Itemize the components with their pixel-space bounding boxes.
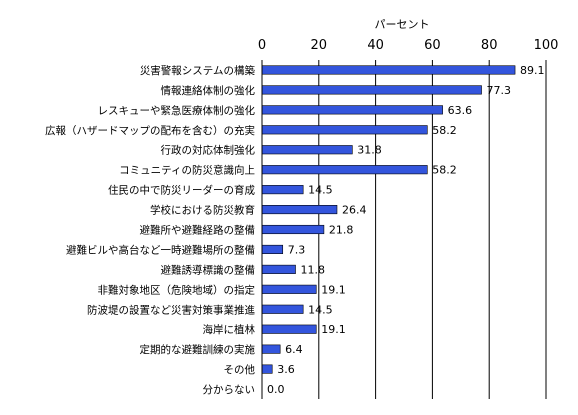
gridlines [318,60,547,399]
value-label: 19.1 [321,323,346,336]
value-label: 63.6 [448,104,473,117]
bar [261,205,338,215]
value-label: 11.8 [301,263,326,276]
value-label: 89.1 [520,64,545,77]
value-label: 31.8 [357,144,382,157]
category-label: 情報連絡体制の強化 [161,84,256,97]
bar [261,344,281,354]
bars [261,65,516,374]
bar [261,125,428,135]
category-label: 避難所や避難経路の整備 [140,224,256,237]
x-tick-label: 0 [258,38,266,53]
value-label: 3.6 [277,363,295,376]
x-tick-labels: 0 20 40 60 80 100 [258,38,559,53]
bar [261,105,443,115]
bar [261,364,273,374]
bar [261,165,428,175]
category-label: コミュニティの防災意識向上 [119,164,255,177]
category-label: その他 [224,363,256,376]
category-label: 災害警報システムの構築 [140,64,256,77]
bar [261,324,317,334]
bar [261,304,304,314]
bar [261,244,284,254]
category-label: 防波堤の設置など災害対策事業推進 [87,303,255,316]
bar [261,185,304,195]
category-label: 避難誘導標識の整備 [161,263,256,276]
value-label: 26.4 [342,204,367,217]
value-label: 21.8 [329,224,354,237]
category-label: 行政の対応体制強化 [161,144,256,157]
value-label: 58.2 [432,124,457,137]
bar [261,65,516,75]
axis-unit-label: パーセント [375,18,430,31]
x-tick-label: 40 [367,38,384,53]
bar [261,145,353,155]
bar [261,224,325,235]
value-label: 58.2 [432,164,457,177]
value-label: 7.3 [288,243,306,256]
bar [261,85,482,95]
value-label: 6.4 [285,343,303,356]
value-label: 77.3 [487,84,512,97]
value-label: 19.1 [321,283,346,296]
value-label: 14.5 [308,303,333,316]
category-label: 分からない [203,384,256,396]
category-label: 非難対象地区（危険地域）の指定 [98,283,256,296]
bar [261,264,296,274]
category-labels: 災害警報システムの構築情報連絡体制の強化レスキューや緊急医療体制の強化広報（ハザ… [45,64,255,396]
category-label: 定期的な避難訓練の実施 [140,343,256,356]
x-tick-label: 60 [424,38,441,53]
category-label: 広報（ハザードマップの配布を含む）の充実 [45,124,255,137]
value-labels: 89.1 77.3 63.6 58.2 31.8 58.2 14.5 26.4 21.8 7.3 1… [267,64,545,396]
value-label: 0.0 [267,383,285,396]
category-label: 住民の中で防災リーダーの育成 [108,184,255,197]
bar [261,284,317,294]
category-label: レスキューや緊急医療体制の強化 [98,104,256,117]
x-tick-label: 80 [481,38,498,53]
x-tick-label: 100 [534,38,559,53]
category-label: 避難ビルや高台など一時避難場所の整備 [66,243,255,256]
category-label: 学校における防災教育 [150,204,255,217]
x-tick-label: 20 [311,38,328,53]
value-label: 14.5 [308,184,333,197]
category-label: 海岸に植林 [203,323,256,336]
